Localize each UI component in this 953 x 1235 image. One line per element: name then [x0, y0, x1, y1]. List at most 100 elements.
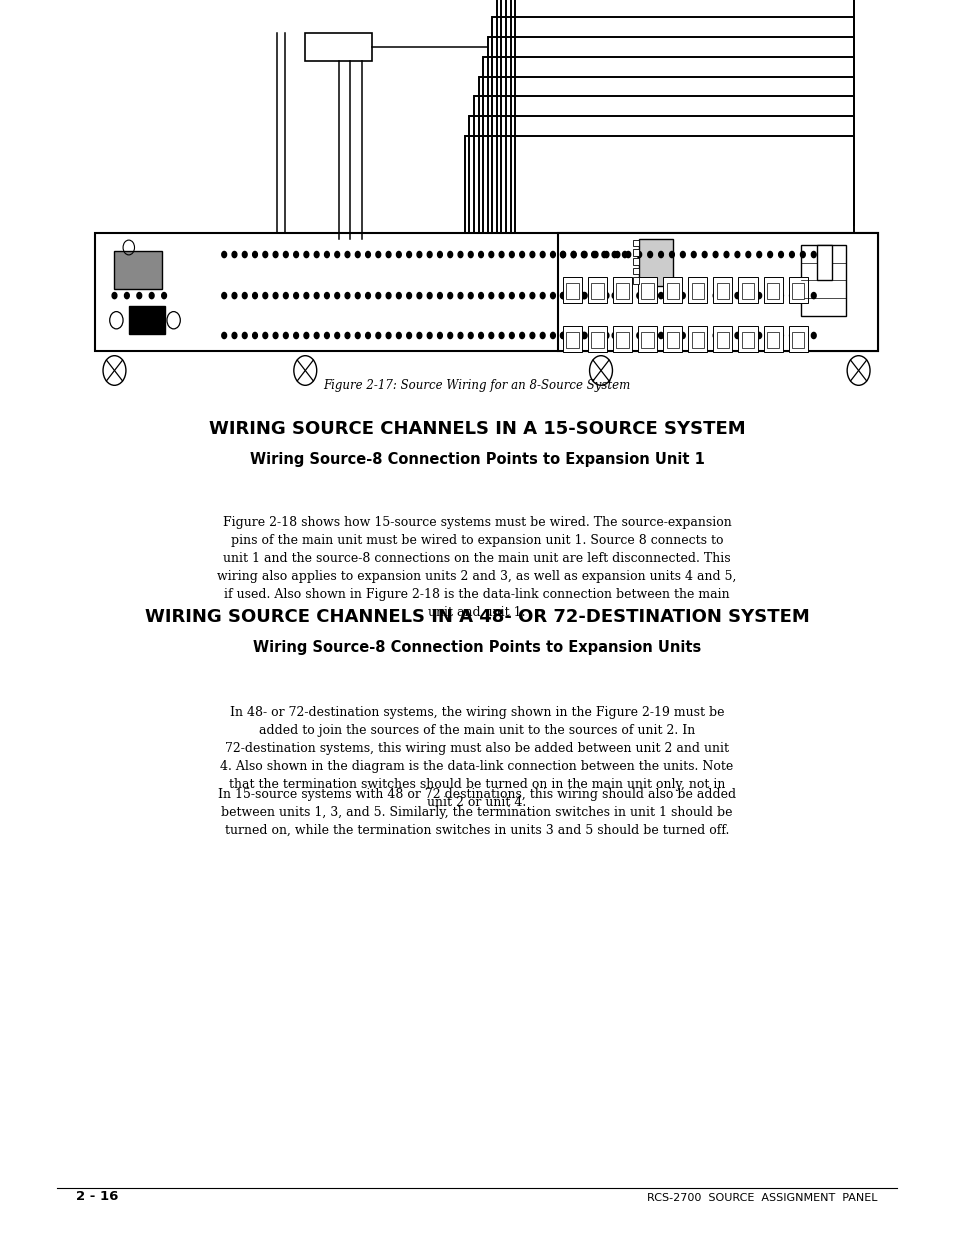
Circle shape — [560, 293, 565, 299]
Circle shape — [314, 332, 318, 338]
Bar — [713, 326, 732, 352]
Bar — [129, 306, 165, 335]
Circle shape — [273, 293, 277, 299]
Bar — [687, 326, 707, 352]
Circle shape — [615, 293, 619, 299]
Circle shape — [232, 252, 236, 258]
Circle shape — [580, 293, 585, 299]
Circle shape — [734, 332, 739, 338]
Bar — [766, 283, 779, 299]
Circle shape — [406, 252, 411, 258]
Circle shape — [294, 332, 298, 338]
Text: In 48- or 72-destination systems, the wiring shown in the Figure 2-19 must be
ad: In 48- or 72-destination systems, the wi… — [220, 706, 733, 809]
Circle shape — [498, 252, 503, 258]
Bar — [562, 326, 581, 352]
Circle shape — [447, 252, 452, 258]
Circle shape — [713, 252, 718, 258]
Circle shape — [416, 293, 421, 299]
Circle shape — [571, 293, 576, 299]
Bar — [633, 268, 639, 274]
Circle shape — [345, 252, 350, 258]
Circle shape — [550, 252, 555, 258]
Bar — [716, 283, 728, 299]
Circle shape — [622, 252, 627, 258]
Circle shape — [767, 332, 772, 338]
Circle shape — [283, 252, 288, 258]
Bar — [666, 283, 679, 299]
Bar — [591, 283, 603, 299]
Circle shape — [396, 293, 401, 299]
Circle shape — [335, 252, 339, 258]
Text: RCS-2700  SOURCE  ASSIGNMENT  PANEL: RCS-2700 SOURCE ASSIGNMENT PANEL — [646, 1193, 877, 1203]
Circle shape — [386, 293, 391, 299]
Circle shape — [691, 252, 696, 258]
Circle shape — [669, 332, 674, 338]
Circle shape — [539, 252, 544, 258]
Circle shape — [603, 332, 608, 338]
Circle shape — [457, 332, 462, 338]
Circle shape — [253, 293, 257, 299]
Circle shape — [603, 293, 608, 299]
Circle shape — [658, 332, 662, 338]
Circle shape — [498, 332, 503, 338]
Circle shape — [304, 252, 309, 258]
Circle shape — [406, 332, 411, 338]
Circle shape — [571, 293, 576, 299]
Bar — [633, 258, 639, 266]
Circle shape — [124, 293, 130, 299]
Circle shape — [468, 332, 473, 338]
Bar — [762, 326, 781, 352]
Circle shape — [679, 293, 684, 299]
Bar — [633, 249, 639, 256]
Circle shape — [519, 293, 524, 299]
Text: In 15-source systems with 48 or 72 destinations, this wiring should also be adde: In 15-source systems with 48 or 72 desti… — [217, 788, 736, 837]
Circle shape — [232, 332, 236, 338]
Circle shape — [530, 293, 535, 299]
Circle shape — [612, 293, 617, 299]
Circle shape — [713, 332, 718, 338]
Circle shape — [375, 252, 380, 258]
Circle shape — [591, 332, 596, 338]
Circle shape — [810, 332, 815, 338]
Circle shape — [571, 332, 576, 338]
Bar — [591, 332, 603, 348]
Circle shape — [734, 252, 739, 258]
Circle shape — [800, 252, 804, 258]
Circle shape — [615, 252, 619, 258]
Circle shape — [324, 332, 329, 338]
Circle shape — [263, 332, 268, 338]
Circle shape — [679, 252, 684, 258]
Circle shape — [625, 293, 630, 299]
Circle shape — [800, 332, 804, 338]
Circle shape — [427, 293, 432, 299]
Circle shape — [810, 252, 815, 258]
Circle shape — [427, 332, 432, 338]
Circle shape — [263, 293, 268, 299]
Circle shape — [669, 293, 674, 299]
Circle shape — [691, 293, 696, 299]
Circle shape — [335, 332, 339, 338]
Circle shape — [745, 293, 750, 299]
Bar — [565, 332, 578, 348]
Bar — [816, 246, 831, 280]
Circle shape — [365, 332, 370, 338]
Circle shape — [745, 252, 750, 258]
Circle shape — [580, 252, 585, 258]
Circle shape — [478, 332, 483, 338]
Circle shape — [612, 252, 617, 258]
Circle shape — [221, 252, 227, 258]
Circle shape — [478, 293, 483, 299]
Circle shape — [345, 293, 350, 299]
Circle shape — [253, 332, 257, 338]
Circle shape — [593, 332, 598, 338]
Circle shape — [637, 252, 641, 258]
Bar — [791, 283, 803, 299]
Bar — [791, 332, 803, 348]
Circle shape — [294, 252, 298, 258]
Bar — [613, 277, 632, 303]
Circle shape — [137, 293, 141, 299]
Circle shape — [406, 293, 411, 299]
Circle shape — [701, 332, 706, 338]
Circle shape — [778, 252, 782, 258]
Bar — [713, 277, 732, 303]
